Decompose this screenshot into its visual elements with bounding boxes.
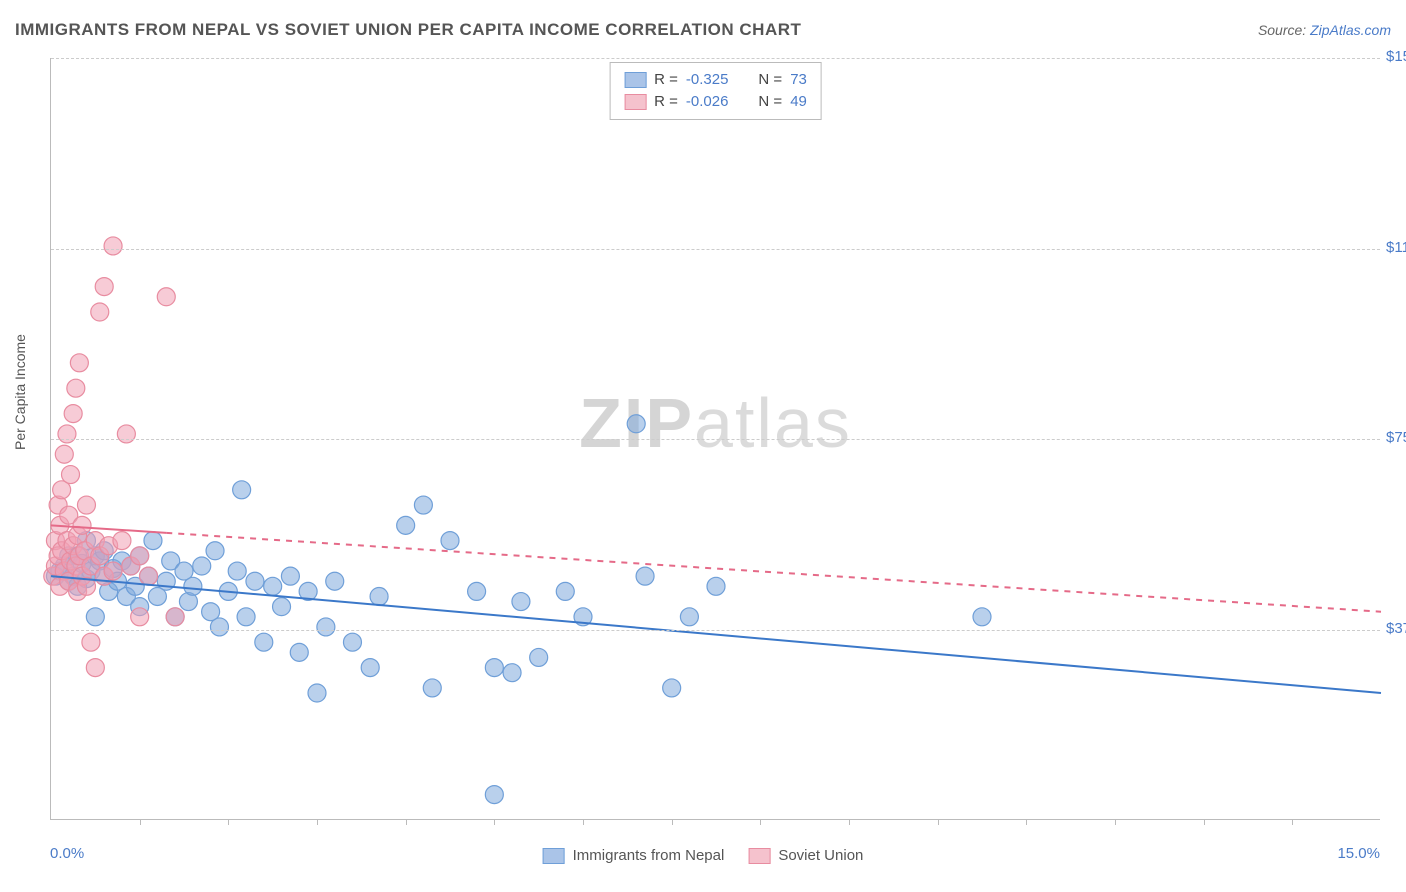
scatter-point-nepal: [290, 643, 308, 661]
scatter-point-nepal: [281, 567, 299, 585]
scatter-point-soviet: [70, 354, 88, 372]
x-axis-min-label: 0.0%: [50, 845, 84, 862]
scatter-point-soviet: [91, 303, 109, 321]
x-tick: [406, 819, 407, 825]
scatter-point-soviet: [166, 608, 184, 626]
scatter-point-nepal: [485, 786, 503, 804]
plot-area: ZIPatlas R = -0.325N = 73R = -0.026N = 4…: [50, 58, 1380, 820]
scatter-point-nepal: [512, 593, 530, 611]
x-tick: [1115, 819, 1116, 825]
scatter-point-soviet: [131, 608, 149, 626]
x-axis-max-label: 15.0%: [1337, 845, 1380, 862]
scatter-point-nepal: [636, 567, 654, 585]
scatter-point-nepal: [973, 608, 991, 626]
scatter-point-soviet: [64, 405, 82, 423]
scatter-point-nepal: [255, 633, 273, 651]
scatter-point-soviet: [131, 547, 149, 565]
scatter-point-nepal: [206, 542, 224, 560]
x-tick: [317, 819, 318, 825]
scatter-point-nepal: [343, 633, 361, 651]
scatter-point-nepal: [397, 516, 415, 534]
scatter-point-nepal: [233, 481, 251, 499]
bottom-legend-label: Immigrants from Nepal: [573, 847, 725, 864]
legend-bottom: Immigrants from Nepal Soviet Union: [543, 847, 864, 864]
scatter-point-nepal: [228, 562, 246, 580]
scatter-point-nepal: [308, 684, 326, 702]
y-tick-label: $75,000: [1386, 429, 1406, 446]
scatter-point-soviet: [104, 237, 122, 255]
bottom-legend-item: Soviet Union: [748, 847, 863, 864]
source-link[interactable]: ZipAtlas.com: [1310, 22, 1391, 38]
scatter-point-soviet: [55, 445, 73, 463]
scatter-point-soviet: [73, 516, 91, 534]
x-tick: [494, 819, 495, 825]
scatter-point-nepal: [326, 572, 344, 590]
scatter-point-soviet: [113, 532, 131, 550]
scatter-point-nepal: [237, 608, 255, 626]
scatter-point-nepal: [414, 496, 432, 514]
trendline-soviet-dashed: [166, 533, 1381, 612]
y-tick-label: $37,500: [1386, 620, 1406, 637]
x-tick: [849, 819, 850, 825]
scatter-point-soviet: [157, 288, 175, 306]
x-tick: [1026, 819, 1027, 825]
scatter-point-nepal: [370, 587, 388, 605]
scatter-point-nepal: [627, 415, 645, 433]
scatter-point-soviet: [67, 379, 85, 397]
gridline: [51, 58, 1380, 59]
scatter-point-nepal: [361, 659, 379, 677]
scatter-point-nepal: [210, 618, 228, 636]
scatter-point-nepal: [680, 608, 698, 626]
bottom-legend-label: Soviet Union: [778, 847, 863, 864]
source-prefix: Source:: [1258, 22, 1310, 38]
scatter-point-nepal: [485, 659, 503, 677]
legend-swatch: [543, 848, 565, 864]
scatter-point-nepal: [423, 679, 441, 697]
scatter-point-nepal: [273, 598, 291, 616]
scatter-point-soviet: [95, 278, 113, 296]
scatter-point-soviet: [86, 659, 104, 677]
x-tick: [228, 819, 229, 825]
source-credit: Source: ZipAtlas.com: [1258, 22, 1391, 38]
scatter-point-nepal: [530, 648, 548, 666]
x-tick: [140, 819, 141, 825]
scatter-point-soviet: [58, 425, 76, 443]
x-tick: [938, 819, 939, 825]
y-tick-label: $112,500: [1386, 239, 1406, 256]
gridline: [51, 249, 1380, 250]
scatter-point-nepal: [468, 582, 486, 600]
scatter-point-nepal: [144, 532, 162, 550]
scatter-point-nepal: [246, 572, 264, 590]
scatter-point-nepal: [441, 532, 459, 550]
gridline: [51, 630, 1380, 631]
x-tick: [672, 819, 673, 825]
scatter-point-soviet: [117, 425, 135, 443]
scatter-point-soviet: [104, 562, 122, 580]
x-tick: [583, 819, 584, 825]
legend-swatch: [748, 848, 770, 864]
scatter-point-nepal: [264, 577, 282, 595]
gridline: [51, 439, 1380, 440]
scatter-point-nepal: [556, 582, 574, 600]
y-tick-label: $150,000: [1386, 48, 1406, 65]
scatter-point-nepal: [193, 557, 211, 575]
scatter-point-nepal: [317, 618, 335, 636]
x-tick: [1292, 819, 1293, 825]
scatter-point-soviet: [82, 633, 100, 651]
scatter-point-nepal: [707, 577, 725, 595]
x-tick: [1204, 819, 1205, 825]
x-tick: [760, 819, 761, 825]
title-row: IMMIGRANTS FROM NEPAL VS SOVIET UNION PE…: [15, 20, 1391, 40]
y-axis-label: Per Capita Income: [12, 334, 28, 450]
chart-title: IMMIGRANTS FROM NEPAL VS SOVIET UNION PE…: [15, 20, 801, 40]
chart-container: IMMIGRANTS FROM NEPAL VS SOVIET UNION PE…: [0, 0, 1406, 892]
scatter-point-nepal: [503, 664, 521, 682]
scatter-point-soviet: [62, 466, 80, 484]
scatter-point-nepal: [86, 608, 104, 626]
scatter-point-nepal: [184, 577, 202, 595]
scatter-point-nepal: [663, 679, 681, 697]
scatter-point-soviet: [77, 496, 95, 514]
scatter-point-soviet: [140, 567, 158, 585]
bottom-legend-item: Immigrants from Nepal: [543, 847, 725, 864]
